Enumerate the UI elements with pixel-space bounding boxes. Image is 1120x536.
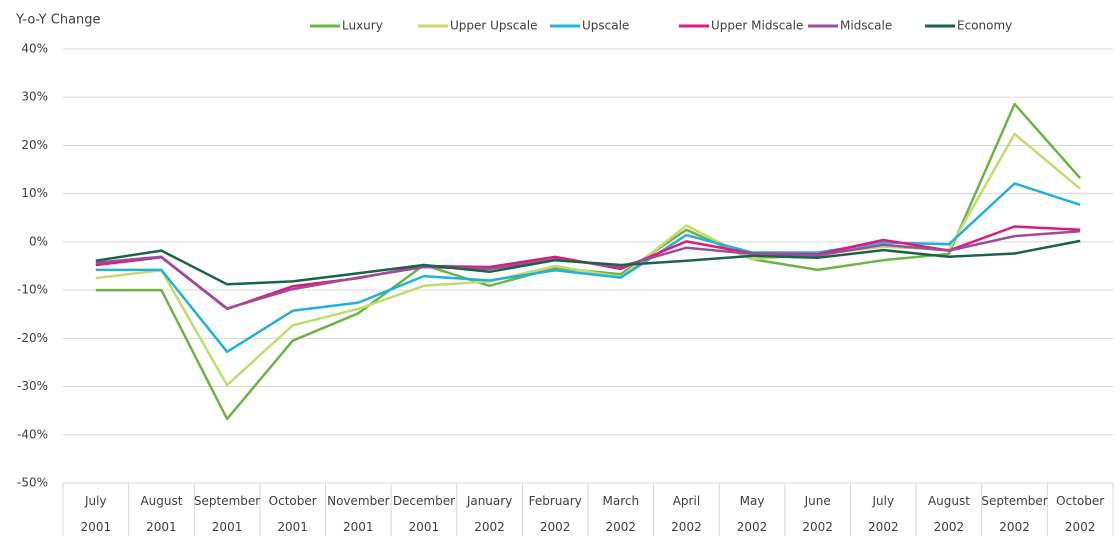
legend-label: Economy [957,19,1012,33]
x-tick-text: January 2002 [466,494,513,534]
legend-label: Upper Upscale [450,19,537,33]
x-tick-label: November 2001 [326,488,392,536]
x-tick-label: October 2002 [1047,488,1113,536]
x-tick-text: April 2002 [671,494,702,534]
series-line [95,132,1082,387]
x-tick-text: November 2001 [327,494,390,534]
series-line [95,225,1081,311]
x-tick-text: September 2001 [193,494,261,534]
y-tick-label: -50% [17,476,48,490]
x-tick-label: July 2001 [63,488,129,536]
x-tick-text: May 2002 [736,494,768,534]
legend-label: Midscale [840,19,892,33]
x-tick-text: September 2002 [981,494,1048,534]
x-tick-text: October 2001 [268,494,317,534]
x-tick-label: February 2002 [522,488,588,536]
legend-label: Upscale [582,19,629,33]
legend-label: Upper Midscale [711,19,803,33]
y-tick-label: -40% [17,427,48,441]
x-tick-label: December 2001 [391,488,457,536]
x-tick-label: September 2002 [981,488,1048,536]
x-tick-text: July 2002 [868,494,899,534]
x-tick-text: July 2001 [80,494,112,534]
x-tick-text: August 2002 [927,494,970,534]
x-tick-label: September 2001 [194,488,260,536]
x-tick-text: August 2001 [140,494,183,534]
x-tick-label: October 2001 [260,488,326,536]
x-tick-text: October 2002 [1056,494,1105,534]
y-axis-title: Y-o-Y Change [15,13,101,28]
x-tick-text: February 2002 [528,494,582,534]
y-tick-label: 40% [21,42,48,56]
legend-label: Luxury [342,19,383,33]
y-tick-label: -10% [17,283,48,297]
y-tick-label: 20% [21,138,48,152]
x-tick-text: December 2001 [392,494,456,534]
series-line [95,239,1081,286]
y-tick-label: -30% [17,379,48,393]
y-tick-label: -20% [17,331,48,345]
y-tick-label: 10% [21,186,48,200]
y-tick-label: 0% [29,234,48,248]
y-tick-label: 30% [21,90,48,104]
x-tick-label: July 2002 [851,488,917,536]
x-tick-label: January 2002 [457,488,523,536]
series-line [95,182,1081,354]
x-tick-label: May 2002 [719,488,785,536]
x-tick-text: June 2002 [802,494,833,534]
x-tick-label: March 2002 [588,488,654,536]
x-tick-label: June 2002 [785,488,851,536]
x-tick-text: March 2002 [602,494,640,534]
x-tick-label: April 2002 [654,488,720,536]
x-tick-label: August 2001 [129,488,195,536]
x-tick-label: August 2002 [916,488,982,536]
